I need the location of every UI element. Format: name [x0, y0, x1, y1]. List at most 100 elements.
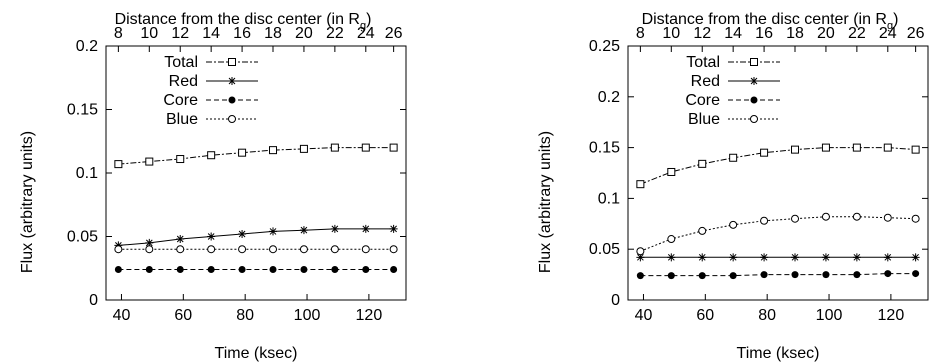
- marker-filled-circle: [238, 266, 246, 274]
- legend: Total Red Core Blue: [163, 54, 258, 128]
- marker-square: [238, 148, 247, 157]
- marker-star: [636, 253, 645, 262]
- marker-filled-circle: [390, 266, 398, 274]
- marker-star: [883, 253, 892, 262]
- top-tick-label: 16: [755, 25, 773, 42]
- x-tick-label: 120: [356, 307, 383, 324]
- marker-open-circle: [176, 245, 185, 254]
- top-tick-label: 8: [114, 25, 123, 42]
- top-tick-label: 22: [326, 25, 344, 42]
- marker-square: [389, 143, 398, 152]
- marker-filled-circle: [760, 271, 768, 279]
- x-tick-label: 100: [294, 307, 321, 324]
- marker-star: [791, 253, 800, 262]
- marker-open-circle: [269, 245, 278, 254]
- y-tick-label: 0.1: [598, 190, 620, 207]
- series-line-total: [118, 147, 394, 165]
- y-tick-label: 0: [89, 292, 98, 309]
- marker-filled-circle: [228, 96, 236, 104]
- marker-filled-circle: [729, 272, 737, 280]
- top-tick-label: 22: [848, 25, 866, 42]
- marker-open-circle: [852, 212, 861, 221]
- marker-open-circle: [207, 245, 216, 254]
- marker-square: [821, 143, 830, 152]
- marker-star: [729, 253, 738, 262]
- plot-frame: [105, 45, 407, 301]
- marker-star: [145, 238, 154, 247]
- marker-square: [269, 146, 278, 155]
- top-tick-label: 26: [907, 25, 925, 42]
- marker-open-circle: [911, 214, 920, 223]
- top-tick-label: 20: [817, 25, 835, 42]
- x-tick-label: 100: [816, 307, 843, 324]
- legend-label: Blue: [166, 111, 198, 128]
- top-tick-label: 24: [357, 25, 375, 42]
- top-tick-label: 26: [385, 25, 403, 42]
- marker-square: [667, 167, 676, 176]
- marker-filled-circle: [884, 270, 892, 278]
- top-x-axis-label: Distance from the disc center (in Rg): [642, 11, 899, 32]
- left-panel: Distance from the disc center (in Rg) Ti…: [19, 11, 407, 362]
- marker-filled-circle: [853, 271, 861, 279]
- legend-label: Blue: [688, 111, 720, 128]
- marker-filled-circle: [822, 271, 830, 279]
- series-line-red: [118, 228, 394, 246]
- marker-square: [114, 160, 123, 169]
- x-tick-label: 40: [113, 307, 131, 324]
- marker-open-circle: [760, 216, 769, 225]
- marker-square: [852, 143, 861, 152]
- marker-square: [911, 145, 920, 154]
- marker-filled-circle: [207, 266, 215, 274]
- marker-open-circle: [228, 115, 236, 123]
- marker-filled-circle: [667, 272, 675, 280]
- y-tick-label: 0.05: [67, 229, 98, 246]
- y-tick-label: 0.2: [76, 38, 98, 55]
- marker-square: [791, 145, 800, 154]
- marker-star: [389, 224, 398, 233]
- series-line-core: [640, 273, 916, 277]
- y-tick-label: 0.15: [67, 102, 98, 119]
- marker-star: [176, 235, 185, 244]
- marker-open-circle: [361, 245, 370, 254]
- marker-open-circle: [238, 245, 247, 254]
- top-tick-label: 12: [693, 25, 711, 42]
- legend: Total Red Core Blue: [685, 54, 780, 128]
- top-tick-label: 20: [295, 25, 313, 42]
- y-tick-label: 0.05: [589, 241, 620, 258]
- marker-square: [145, 157, 154, 166]
- series-line-total: [640, 147, 916, 185]
- y-tick-label: 0.1: [76, 165, 98, 182]
- y-tick-label: 0.2: [598, 89, 620, 106]
- top-tick-label: 14: [202, 25, 220, 42]
- marker-filled-circle: [362, 266, 370, 274]
- marker-filled-circle: [145, 266, 153, 274]
- top-tick-label: 24: [879, 25, 897, 42]
- marker-filled-circle: [698, 272, 706, 280]
- marker-open-circle: [145, 245, 154, 254]
- legend-label: Red: [691, 73, 720, 90]
- marker-open-circle: [114, 245, 123, 254]
- marker-star: [269, 227, 278, 236]
- marker-open-circle: [729, 220, 738, 229]
- marker-filled-circle: [331, 266, 339, 274]
- top-tick-label: 10: [662, 25, 680, 42]
- top-tick-label: 18: [264, 25, 282, 42]
- marker-star: [821, 253, 830, 262]
- marker-star: [760, 253, 769, 262]
- legend-label: Total: [686, 54, 720, 71]
- top-tick-label: 18: [786, 25, 804, 42]
- marker-open-circle: [636, 247, 645, 256]
- marker-filled-circle: [750, 96, 758, 104]
- marker-square: [760, 148, 769, 157]
- marker-star: [330, 224, 339, 233]
- x-tick-label: 40: [635, 307, 653, 324]
- marker-open-circle: [667, 235, 676, 244]
- marker-square: [636, 180, 645, 189]
- marker-open-circle: [698, 226, 707, 235]
- marker-open-circle: [883, 213, 892, 222]
- marker-open-circle: [750, 115, 758, 123]
- y-axis-label: Flux (arbitrary units): [537, 131, 554, 273]
- top-tick-label: 8: [636, 25, 645, 42]
- marker-square: [299, 144, 308, 153]
